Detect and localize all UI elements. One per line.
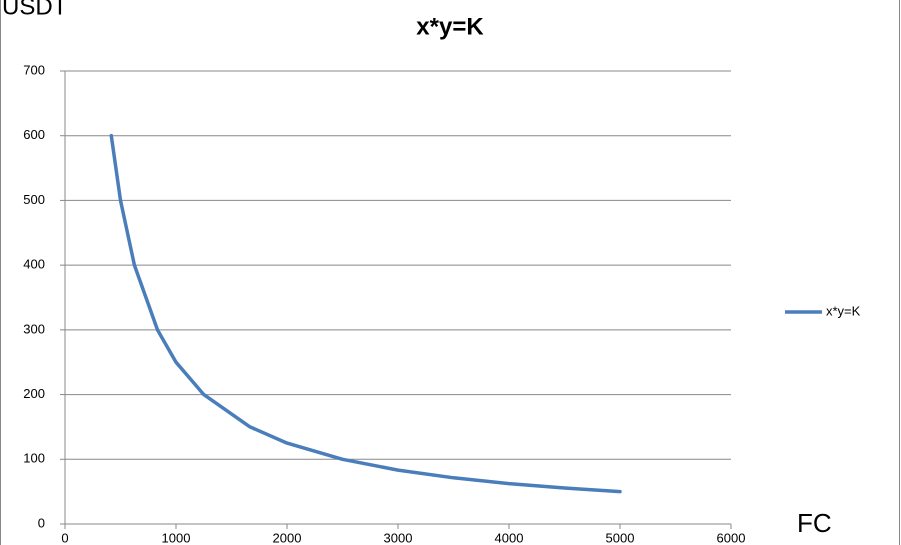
- y-tick-label: 0: [38, 515, 45, 530]
- x-axis-label: FC: [797, 508, 832, 538]
- y-tick-label: 700: [23, 62, 45, 77]
- x-tick-label: 4000: [495, 530, 524, 545]
- y-tick-label: 200: [23, 386, 45, 401]
- x-tick-label: 1000: [162, 530, 191, 545]
- x-tick-label: 6000: [717, 530, 746, 545]
- chart-title: x*y=K: [416, 13, 484, 40]
- x-tick-label: 3000: [384, 530, 413, 545]
- x-tick-label: 2000: [273, 530, 302, 545]
- x-tick-label: 0: [61, 530, 68, 545]
- y-tick-label: 300: [23, 321, 45, 336]
- data-line: [109, 133, 622, 494]
- y-tick-label: 400: [23, 257, 45, 272]
- y-tick-label: 600: [23, 127, 45, 142]
- legend-label: x*y=K: [826, 303, 861, 318]
- y-axis-label: USDT: [2, 0, 68, 20]
- y-tick-label: 500: [23, 192, 45, 207]
- x-tick-label: 5000: [606, 530, 635, 545]
- y-tick-label: 100: [23, 451, 45, 466]
